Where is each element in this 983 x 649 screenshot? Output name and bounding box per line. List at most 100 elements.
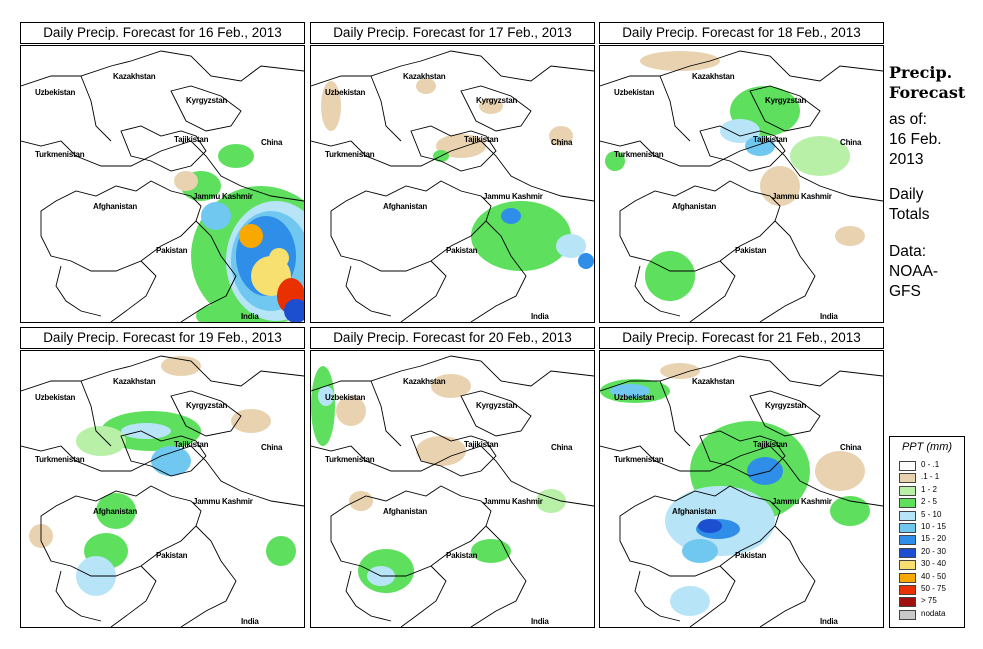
country-label-kazakhstan: Kazakhstan [692, 377, 735, 386]
precip-map: Kazakhstan Uzbekistan Kyrgyzstan Tajikistan… [20, 350, 305, 628]
country-label-india: India [531, 617, 549, 626]
precip-map: Kazakhstan Uzbekistan Kyrgyzstan Tajikistan… [599, 45, 884, 323]
legend-swatch [899, 523, 916, 533]
country-label-afghanistan: Afghanistan [672, 202, 717, 211]
country-label-kazakhstan: Kazakhstan [113, 377, 156, 386]
precip-area [349, 491, 373, 511]
precip-area [670, 586, 710, 616]
totals-line: Daily [889, 186, 924, 203]
precip-area [610, 384, 650, 398]
precip-area [76, 426, 126, 456]
precip-area [231, 409, 271, 433]
legend-label: > 75 [921, 596, 937, 606]
country-border [619, 180, 781, 272]
precip-area [605, 151, 625, 171]
legend-item: 1 - 2 [899, 484, 959, 497]
country-border [749, 390, 821, 437]
country-label-turkmenistan: Turkmenistan [614, 150, 664, 159]
country-label-china: China [261, 138, 283, 147]
as-of-date: 16 Feb. [889, 131, 942, 148]
panel-title: Daily Precip. Forecast for 21 Feb., 2013 [599, 327, 884, 349]
legend-swatch [899, 535, 916, 546]
country-label-kazakhstan: Kazakhstan [692, 72, 735, 81]
precip-area [790, 136, 850, 176]
ppt-legend: PPT (mm) 0 - .1 .1 - 1 1 - 2 2 - 5 5 - 10 10 … [889, 436, 965, 628]
country-border [699, 430, 786, 477]
totals-block: Daily Totals [889, 185, 930, 225]
legend-swatch [899, 597, 916, 608]
country-label-pakistan: Pakistan [156, 246, 188, 255]
legend-label: 2 - 5 [921, 497, 938, 507]
country-border [40, 180, 202, 272]
country-border [120, 430, 207, 477]
precip-area [640, 51, 720, 71]
forecast-panel: Daily Precip. Forecast for 20 Feb., 2013… [310, 327, 595, 628]
legend-item: 0 - .1 [899, 460, 959, 472]
country-label-india: India [531, 312, 549, 321]
country-label-kyrgyzstan: Kyrgyzstan [186, 401, 228, 410]
forecast-heading: Precip. Forecast [889, 63, 979, 103]
country-label-kazakhstan: Kazakhstan [403, 377, 446, 386]
country-border [21, 140, 304, 202]
country-label-afghanistan: Afghanistan [383, 507, 428, 516]
country-border [110, 260, 157, 322]
forecast-panel: Daily Precip. Forecast for 18 Feb., 2013… [599, 22, 884, 323]
country-border [311, 355, 594, 392]
country-border [634, 570, 681, 622]
legend-swatch [899, 510, 916, 521]
legend-label: 1 - 2 [921, 484, 938, 494]
country-border [689, 260, 736, 322]
precip-area [201, 202, 231, 230]
precip-area [578, 253, 594, 269]
legend-swatch [899, 485, 916, 496]
country-label-india: India [820, 617, 838, 626]
country-label-india: India [820, 312, 838, 321]
legend-item: 2 - 5 [899, 497, 959, 509]
precip-area [682, 539, 718, 563]
country-label-afghanistan: Afghanistan [93, 202, 138, 211]
country-label-kyrgyzstan: Kyrgyzstan [476, 96, 518, 105]
precip-area [471, 539, 511, 563]
precip-area [479, 98, 503, 114]
panel-title: Daily Precip. Forecast for 18 Feb., 2013 [599, 22, 884, 44]
as-of-block: as of: 16 Feb. 2013 [889, 110, 942, 170]
forecast-panel: Daily Precip. Forecast for 19 Feb., 2013… [20, 327, 305, 628]
country-label-turkmenistan: Turkmenistan [325, 150, 375, 159]
country-border [311, 445, 594, 507]
data-source-label: Data: [889, 243, 927, 260]
country-border [311, 140, 594, 202]
precip-area [830, 496, 870, 526]
country-border [689, 565, 736, 627]
legend-item: 20 - 30 [899, 547, 959, 559]
country-label-uzbekistan: Uzbekistan [614, 393, 655, 402]
country-label-jammu-kashmir: Jammu Kashmir [193, 497, 253, 506]
precip-area [284, 299, 304, 322]
legend-swatch [899, 609, 916, 620]
country-label-tajikistan: Tajikistan [753, 135, 788, 144]
precip-area [698, 519, 722, 533]
legend-item: nodata [899, 609, 959, 621]
precip-area [218, 144, 254, 168]
precip-area [416, 436, 466, 466]
country-label-turkmenistan: Turkmenistan [325, 455, 375, 464]
precip-area [835, 226, 865, 246]
precip-area [416, 78, 436, 94]
country-label-tajikistan: Tajikistan [174, 440, 209, 449]
precip-area [556, 234, 586, 258]
country-label-pakistan: Pakistan [735, 551, 767, 560]
country-label-uzbekistan: Uzbekistan [325, 393, 366, 402]
precip-area [318, 386, 334, 406]
panel-title: Daily Precip. Forecast for 19 Feb., 2013 [20, 327, 305, 349]
country-label-kazakhstan: Kazakhstan [113, 72, 156, 81]
country-border [600, 50, 883, 87]
legend-swatch [899, 585, 916, 595]
precip-map: Kazakhstan Uzbekistan Kyrgyzstan Tajikistan… [20, 45, 305, 323]
precip-map-graphic [21, 355, 304, 627]
precip-area [815, 451, 865, 491]
country-border [55, 570, 102, 622]
country-border [470, 220, 527, 322]
country-border [410, 430, 497, 477]
data-source-name: GFS [889, 283, 921, 300]
country-border [759, 525, 816, 627]
country-border [619, 485, 781, 577]
